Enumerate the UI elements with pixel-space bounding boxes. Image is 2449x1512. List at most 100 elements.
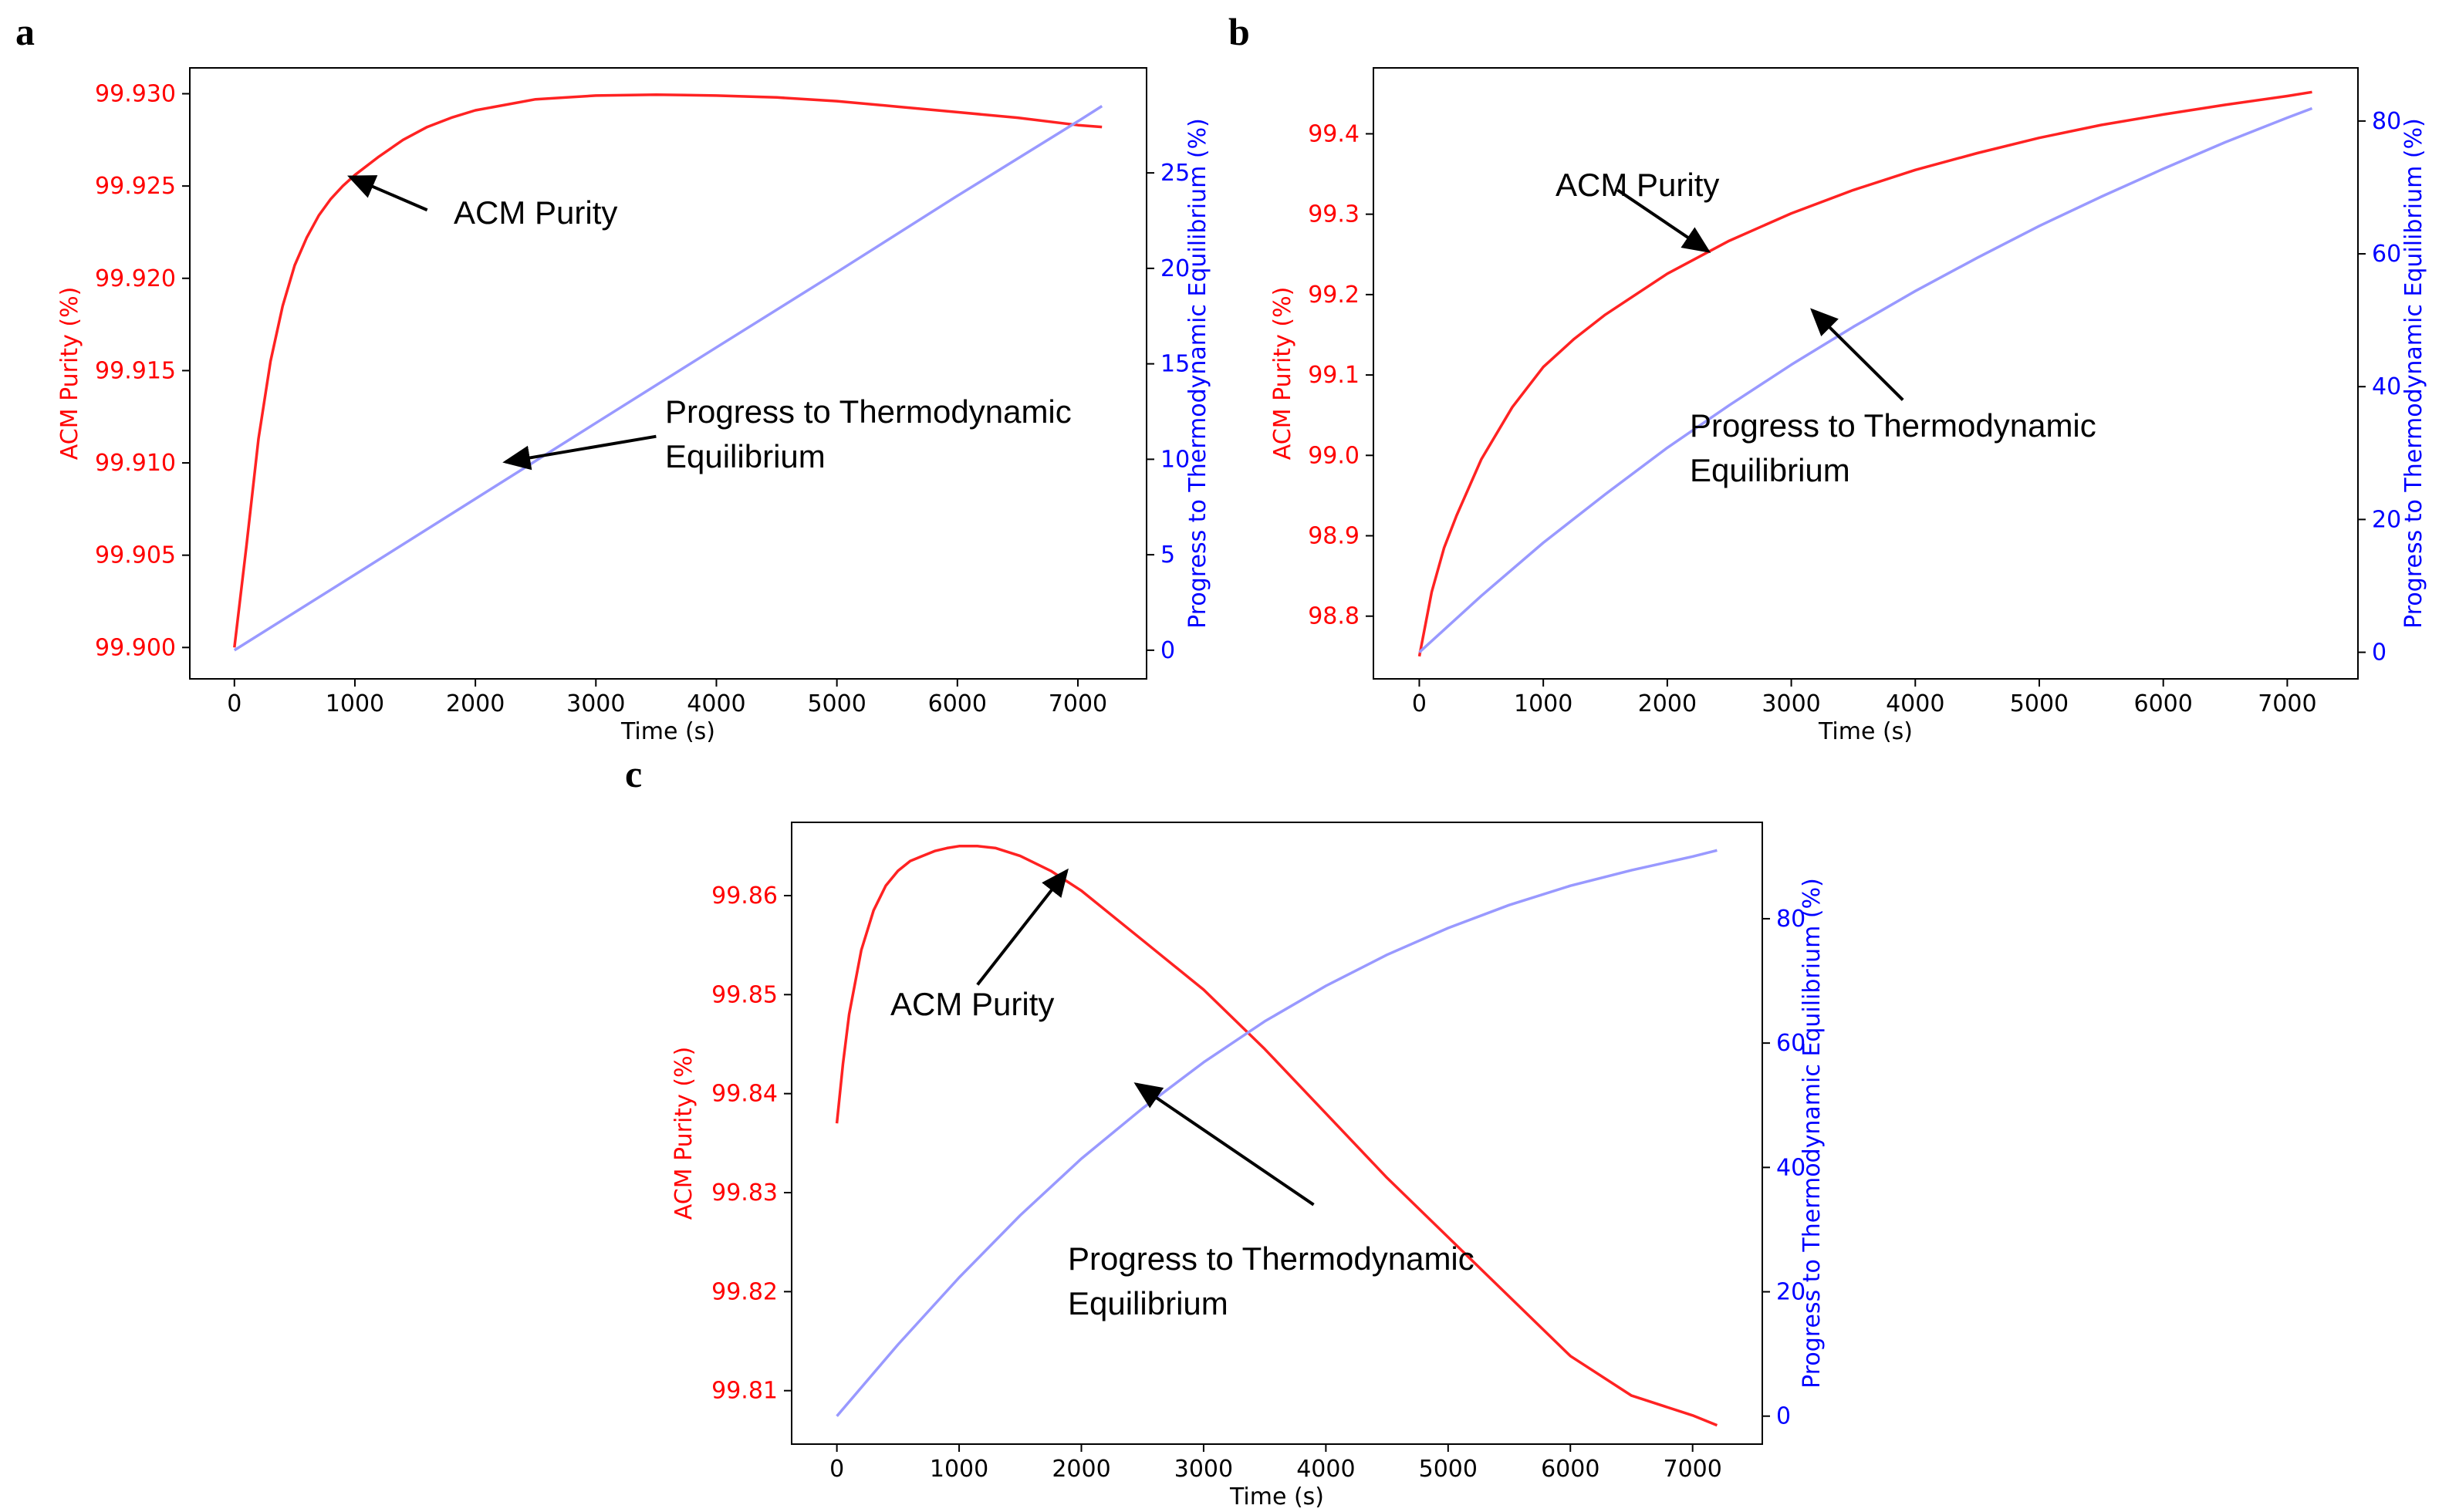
x-tick-label: 7000 bbox=[1664, 1456, 1722, 1483]
left-y-tick-label: 99.3 bbox=[1308, 201, 1360, 228]
x-tick-label: 0 bbox=[227, 690, 242, 717]
plot-frame-b bbox=[1373, 67, 2359, 680]
x-tick-label: 0 bbox=[1412, 690, 1427, 717]
plot-frame-a bbox=[189, 67, 1147, 680]
x-axis-label: Time (s) bbox=[620, 718, 715, 745]
x-tick-label: 5000 bbox=[2010, 690, 2069, 717]
left-y-tick-label: 99.2 bbox=[1308, 282, 1360, 309]
panel-letter-c: c bbox=[625, 752, 642, 795]
right-y-tick-label: 80 bbox=[1776, 906, 1806, 933]
right-y-tick-label: 60 bbox=[1776, 1030, 1806, 1057]
annotation-text-c-0: ACM Purity bbox=[890, 986, 1054, 1022]
x-tick-label: 6000 bbox=[928, 690, 987, 717]
right-y-tick-label: 40 bbox=[2372, 373, 2401, 400]
panel-letter-b: b bbox=[1228, 10, 1250, 53]
left-y-tick-label: 99.930 bbox=[95, 80, 176, 107]
right-y-tick-label: 20 bbox=[2372, 506, 2401, 533]
left-y-tick-label: 99.84 bbox=[711, 1081, 778, 1108]
annotation-arrow-c-1 bbox=[1133, 1082, 1315, 1207]
annotation-arrow-b-0 bbox=[1616, 188, 1711, 253]
left-y-tick-label: 99.905 bbox=[95, 542, 176, 569]
right-y-tick-label: 40 bbox=[1776, 1154, 1806, 1181]
left-y-tick-label: 99.81 bbox=[711, 1378, 778, 1405]
x-axis-label: Time (s) bbox=[1818, 718, 1913, 745]
right-y-tick-label: 10 bbox=[1160, 446, 1190, 473]
left-y-axis-label: ACM Purity (%) bbox=[1269, 287, 1296, 461]
right-y-tick-label: 5 bbox=[1160, 542, 1175, 569]
annotation-text-b-1: Equilibrium bbox=[1690, 452, 1850, 488]
x-tick-label: 6000 bbox=[1541, 1456, 1599, 1483]
right-y-axis-label: Progress to Thermodynamic Equilibrium (%… bbox=[1799, 878, 1826, 1389]
chart-panel-b: 0 1000 2000 3000 4000 5000 6000 7000 Time (s) 98.… bbox=[1269, 67, 2427, 745]
left-y-tick-label: 99.85 bbox=[711, 981, 778, 1008]
x-tick-label: 2000 bbox=[446, 690, 505, 717]
annotation-arrow-a-0 bbox=[347, 175, 428, 212]
annotation-arrow-b-1 bbox=[1810, 308, 1904, 401]
left-y-axis-label: ACM Purity (%) bbox=[56, 287, 83, 461]
left-y-tick-label: 99.4 bbox=[1308, 120, 1360, 147]
left-y-tick-label: 98.8 bbox=[1308, 603, 1360, 630]
x-tick-label: 1000 bbox=[326, 690, 384, 717]
x-tick-label: 5000 bbox=[807, 690, 866, 717]
right-y-tick-label: 80 bbox=[2372, 108, 2401, 135]
left-y-tick-label: 99.83 bbox=[711, 1180, 778, 1207]
x-tick-label: 7000 bbox=[1049, 690, 1107, 717]
annotation-text-b-1: Progress to Thermodynamic bbox=[1690, 407, 2096, 444]
left-y-tick-label: 99.920 bbox=[95, 265, 176, 292]
chart-panel-c: 0 1000 2000 3000 4000 5000 6000 7000 Time (s) 99.… bbox=[671, 822, 1826, 1510]
right-y-tick-label: 0 bbox=[1160, 637, 1175, 664]
annotation-arrow-c-0 bbox=[976, 868, 1069, 986]
right-y-tick-label: 20 bbox=[1776, 1279, 1806, 1306]
x-tick-label: 4000 bbox=[687, 690, 745, 717]
x-tick-label: 3000 bbox=[1174, 1456, 1233, 1483]
panel-letter-a: a bbox=[15, 10, 35, 53]
annotation-text-c-1: Equilibrium bbox=[1068, 1285, 1228, 1321]
annotation-text-a-1: Equilibrium bbox=[665, 438, 826, 474]
right-y-tick-label: 0 bbox=[1776, 1403, 1791, 1430]
right-y-tick-label: 25 bbox=[1160, 160, 1190, 187]
right-y-tick-label: 0 bbox=[2372, 640, 2387, 667]
purity-series-line-b bbox=[1417, 90, 2312, 657]
chart-panel-a: 0 1000 2000 3000 4000 5000 6000 7000 Time (s) 99.… bbox=[56, 67, 1211, 745]
left-y-tick-label: 99.900 bbox=[95, 634, 176, 661]
left-y-axis-label: ACM Purity (%) bbox=[671, 1047, 698, 1220]
left-y-tick-label: 99.0 bbox=[1308, 442, 1360, 469]
left-y-tick-label: 99.86 bbox=[711, 883, 778, 910]
right-y-tick-label: 15 bbox=[1160, 351, 1190, 378]
x-tick-label: 3000 bbox=[566, 690, 625, 717]
x-tick-label: 1000 bbox=[1514, 690, 1572, 717]
purity-series-line-c bbox=[835, 845, 1718, 1427]
right-y-axis-label: Progress to Thermodynamic Equilibrium (%… bbox=[1184, 118, 1211, 629]
x-tick-label: 1000 bbox=[930, 1456, 988, 1483]
right-y-tick-label: 20 bbox=[1160, 255, 1190, 282]
annotation-text-a-1: Progress to Thermodynamic bbox=[665, 393, 1072, 430]
progress-series-line-b bbox=[1418, 106, 2313, 653]
purity-series-line-a bbox=[233, 93, 1103, 648]
right-y-tick-label: 60 bbox=[2372, 241, 2401, 268]
left-y-tick-label: 99.910 bbox=[95, 450, 176, 477]
x-tick-label: 0 bbox=[829, 1456, 844, 1483]
x-axis-label: Time (s) bbox=[1229, 1483, 1324, 1510]
annotation-text-b-0: ACM Purity bbox=[1556, 167, 1719, 203]
x-tick-label: 3000 bbox=[1762, 690, 1820, 717]
x-tick-label: 6000 bbox=[2134, 690, 2193, 717]
x-tick-label: 7000 bbox=[2258, 690, 2316, 717]
annotation-text-c-1: Progress to Thermodynamic bbox=[1068, 1240, 1474, 1277]
left-y-tick-label: 99.82 bbox=[711, 1278, 778, 1305]
annotation-arrow-a-1 bbox=[502, 434, 657, 471]
plot-frame-c bbox=[791, 822, 1763, 1445]
annotation-text-a-0: ACM Purity bbox=[454, 194, 617, 231]
right-y-axis-label: Progress to Thermodynamic Equilibrium (%… bbox=[2400, 118, 2427, 629]
progress-series-line-c bbox=[836, 849, 1718, 1417]
left-y-tick-label: 99.1 bbox=[1308, 362, 1360, 389]
left-y-tick-label: 99.925 bbox=[95, 173, 176, 200]
progress-series-line-a bbox=[233, 105, 1103, 652]
x-tick-label: 4000 bbox=[1886, 690, 1944, 717]
x-tick-label: 2000 bbox=[1052, 1456, 1110, 1483]
left-y-tick-label: 98.9 bbox=[1308, 523, 1360, 550]
x-tick-label: 4000 bbox=[1296, 1456, 1355, 1483]
x-tick-label: 5000 bbox=[1419, 1456, 1478, 1483]
x-tick-label: 2000 bbox=[1638, 690, 1697, 717]
left-y-tick-label: 99.915 bbox=[95, 357, 176, 384]
